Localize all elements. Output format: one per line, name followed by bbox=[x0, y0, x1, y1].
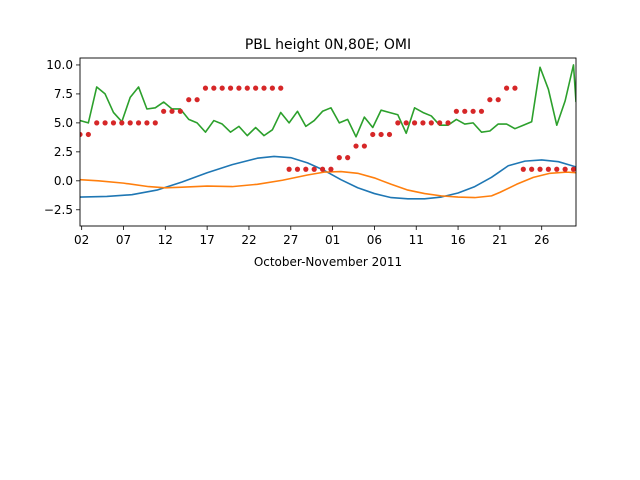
x-tick-label-11: 26 bbox=[534, 233, 549, 247]
x-tick-label-0: 02 bbox=[74, 233, 89, 247]
series-red-point-51 bbox=[503, 85, 510, 91]
series-red-point-38 bbox=[395, 120, 401, 126]
series-red-point-57 bbox=[554, 166, 560, 172]
series-red-point-15 bbox=[202, 85, 209, 91]
series-red-point-11 bbox=[169, 108, 175, 114]
series-red-point-10 bbox=[161, 108, 167, 114]
series-red-point-27 bbox=[303, 166, 309, 172]
y-tick-label-3: 5.0 bbox=[54, 116, 73, 130]
series-red-point-26 bbox=[294, 166, 301, 172]
x-tick-label-2: 12 bbox=[158, 233, 173, 247]
series-red-point-39 bbox=[403, 120, 409, 126]
series-red-point-59 bbox=[570, 166, 576, 172]
series-red-point-33 bbox=[353, 143, 359, 149]
y-tick-label-2: 2.5 bbox=[54, 145, 73, 159]
axes: 02 07 12 17 22 27 01 06 11 16 21 26 −2.5 0.0 2.5 5.0 7.5… bbox=[44, 57, 577, 247]
series-blue-line bbox=[80, 155, 576, 200]
series-red-point-4 bbox=[110, 120, 117, 126]
x-tick-label-4: 22 bbox=[241, 233, 256, 247]
series-red-point-48 bbox=[478, 108, 485, 114]
series-red-point-34 bbox=[361, 143, 367, 149]
series-orange-line bbox=[80, 170, 576, 199]
y-tick-label-0: −2.5 bbox=[44, 203, 73, 217]
x-axis-label: October-November 2011 bbox=[254, 255, 402, 269]
x-tick-label-6: 01 bbox=[325, 233, 340, 247]
series-red-point-28 bbox=[311, 166, 317, 172]
series-red-point-53 bbox=[520, 166, 526, 172]
series-red-point-52 bbox=[512, 85, 518, 91]
series-red-point-17 bbox=[219, 85, 225, 91]
series-red-point-16 bbox=[211, 85, 217, 91]
series-red-point-29 bbox=[319, 166, 326, 172]
series-red-point-46 bbox=[462, 108, 468, 114]
y-tick-label-4: 7.5 bbox=[54, 87, 73, 101]
x-tick-label-8: 11 bbox=[409, 233, 424, 247]
series-red-point-1 bbox=[85, 131, 91, 138]
series-red-point-40 bbox=[411, 120, 418, 126]
series-red-point-2 bbox=[94, 120, 100, 126]
y-tick-label-1: 0.0 bbox=[54, 174, 73, 188]
series-red-point-41 bbox=[420, 120, 426, 126]
series-red-point-54 bbox=[529, 166, 535, 172]
chart-title: PBL height 0N,80E; OMI bbox=[245, 37, 411, 53]
axes-frame bbox=[79, 57, 577, 227]
series-red-point-0 bbox=[80, 131, 83, 138]
series-red-point-47 bbox=[470, 108, 476, 114]
x-tick-label-5: 27 bbox=[283, 233, 298, 247]
series-red-point-32 bbox=[345, 155, 351, 161]
series-red-point-14 bbox=[194, 97, 200, 103]
series-red-point-3 bbox=[102, 120, 108, 126]
x-tick-label-9: 16 bbox=[450, 233, 465, 247]
series-red-point-21 bbox=[253, 85, 259, 91]
series-red-point-7 bbox=[135, 120, 142, 126]
series-red-point-58 bbox=[562, 166, 568, 172]
series-red-point-5 bbox=[119, 120, 125, 126]
series-red-point-44 bbox=[445, 120, 451, 126]
series-red-point-36 bbox=[378, 131, 384, 138]
series-green-line bbox=[80, 64, 576, 138]
series-red-point-22 bbox=[261, 85, 267, 91]
series-red-point-18 bbox=[227, 85, 234, 91]
series-red-point-55 bbox=[537, 166, 543, 172]
series-red-point-30 bbox=[328, 166, 334, 172]
series-red-point-37 bbox=[386, 131, 393, 138]
series-group bbox=[80, 64, 576, 200]
series-red-point-24 bbox=[278, 85, 284, 91]
series-red-point-45 bbox=[453, 108, 459, 114]
series-red-point-8 bbox=[144, 120, 150, 126]
plot-area bbox=[80, 64, 576, 200]
series-red-point-25 bbox=[286, 166, 292, 172]
x-tick-label-3: 17 bbox=[199, 233, 214, 247]
series-red-point-42 bbox=[428, 120, 434, 126]
series-red-point-23 bbox=[269, 85, 275, 91]
x-tick-label-10: 21 bbox=[492, 233, 507, 247]
y-tick-label-5: 10.0 bbox=[46, 58, 73, 72]
series-red-point-13 bbox=[186, 97, 192, 103]
x-tick-label-1: 07 bbox=[116, 233, 131, 247]
series-red-point-19 bbox=[236, 85, 242, 91]
series-red-point-43 bbox=[437, 120, 443, 126]
series-red-point-20 bbox=[244, 85, 250, 91]
series-red-point-50 bbox=[495, 97, 501, 103]
series-red-point-12 bbox=[177, 108, 183, 114]
series-red-point-35 bbox=[370, 131, 376, 138]
series-red-point-6 bbox=[127, 120, 133, 126]
series-red-point-9 bbox=[152, 120, 158, 126]
x-tick-label-7: 06 bbox=[367, 233, 382, 247]
series-red-point-31 bbox=[336, 155, 342, 161]
series-red-point-56 bbox=[545, 166, 552, 172]
series-red-point-49 bbox=[487, 97, 493, 103]
